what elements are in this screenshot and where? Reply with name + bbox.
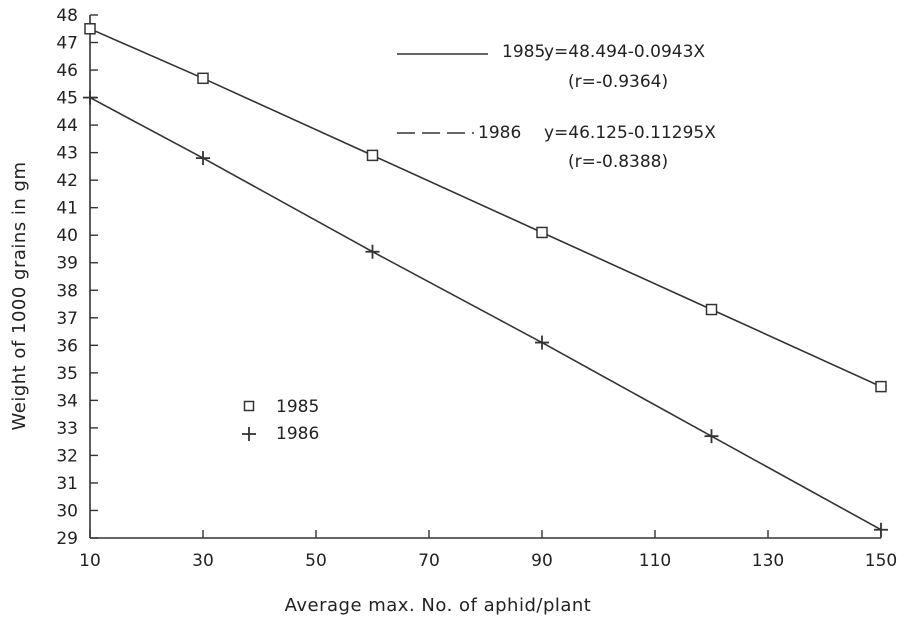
equation-series-name-1985: 1985 [502, 42, 545, 62]
x-tick-label: 50 [305, 551, 327, 571]
data-point-1986 [83, 90, 97, 105]
y-tick-label: 35 [56, 364, 78, 384]
data-point-1985 [705, 303, 718, 316]
data-point-1986 [196, 151, 210, 166]
y-tick-label: 46 [56, 61, 78, 81]
y-axis: 29 30 31 32 33 34 35 36 37 38 39 40 41 42 43 44 45 46 47 48 [56, 6, 98, 549]
x-tick-label: 110 [639, 551, 671, 571]
x-ticks: 10 30 50 70 90 110 130 150 [79, 530, 897, 571]
y-tick-label: 43 [56, 144, 78, 164]
x-tick-label: 150 [865, 551, 897, 571]
equation-block-1986: 1986 y=46.125-0.11295X (r=-0.8388) [397, 123, 716, 172]
legend-marker-square [243, 400, 255, 412]
y-tick-label: 39 [56, 254, 78, 274]
data-point-1986 [874, 522, 888, 537]
y-tick-label: 42 [56, 171, 78, 191]
equation-1985: y=48.494-0.0943X [544, 42, 705, 62]
y-tick-label: 40 [56, 226, 78, 246]
y-tick-label: 47 [56, 34, 78, 54]
data-point-1985 [875, 380, 887, 393]
y-tick-label: 44 [56, 116, 78, 136]
data-point-1985 [84, 23, 96, 35]
x-axis: 10 30 50 70 90 110 130 150 [79, 530, 897, 571]
y-tick-label: 37 [56, 309, 78, 329]
legend: 1985 1986 [242, 397, 319, 444]
y-tick-label: 41 [56, 199, 78, 219]
x-tick-label: 30 [192, 551, 214, 571]
y-tick-label: 45 [56, 89, 78, 109]
series-lines [89, 28, 882, 531]
x-tick-label: 130 [752, 551, 784, 571]
legend-label-1986: 1986 [276, 424, 319, 444]
equation-1986: y=46.125-0.11295X [544, 123, 716, 143]
y-tick-label: 36 [56, 336, 78, 356]
y-tick-label: 31 [56, 474, 78, 494]
equation-block-1985: 1985 y=48.494-0.0943X (r=-0.9364) [397, 42, 705, 92]
y-tick-label: 33 [56, 419, 78, 439]
data-point-1986 [365, 244, 380, 259]
legend-marker-plus [242, 427, 256, 441]
y-tick-label: 29 [56, 529, 78, 549]
x-tick-label: 10 [79, 551, 101, 571]
y-tick-label: 48 [56, 6, 78, 26]
data-point-1986 [535, 335, 549, 350]
y-tick-label: 38 [56, 281, 78, 301]
equation-r-1985: (r=-0.9364) [568, 72, 668, 92]
series-markers [83, 23, 888, 537]
y-tick-label: 34 [56, 391, 78, 411]
data-point-1985 [536, 226, 548, 239]
series-line-1985 [89, 28, 882, 388]
x-axis-title: Average max. No. of aphid/plant [285, 595, 592, 616]
y-ticks: 29 30 31 32 33 34 35 36 37 38 39 40 41 42 43 44 45 46 47 48 [56, 6, 98, 549]
y-tick-label: 30 [56, 501, 78, 521]
y-tick-label: 32 [56, 446, 78, 466]
data-point-1986 [704, 429, 719, 444]
data-point-1985 [197, 72, 209, 85]
data-point-1985 [366, 149, 379, 162]
x-tick-label: 70 [418, 551, 440, 571]
legend-label-1985: 1985 [276, 397, 319, 417]
equation-series-name-1986: 1986 [478, 123, 521, 143]
x-tick-label: 90 [531, 551, 553, 571]
series-line-1986 [89, 96, 882, 531]
y-axis-title: Weight of 1000 grains in gm [9, 162, 30, 431]
equation-r-1986: (r=-0.8388) [568, 152, 668, 172]
